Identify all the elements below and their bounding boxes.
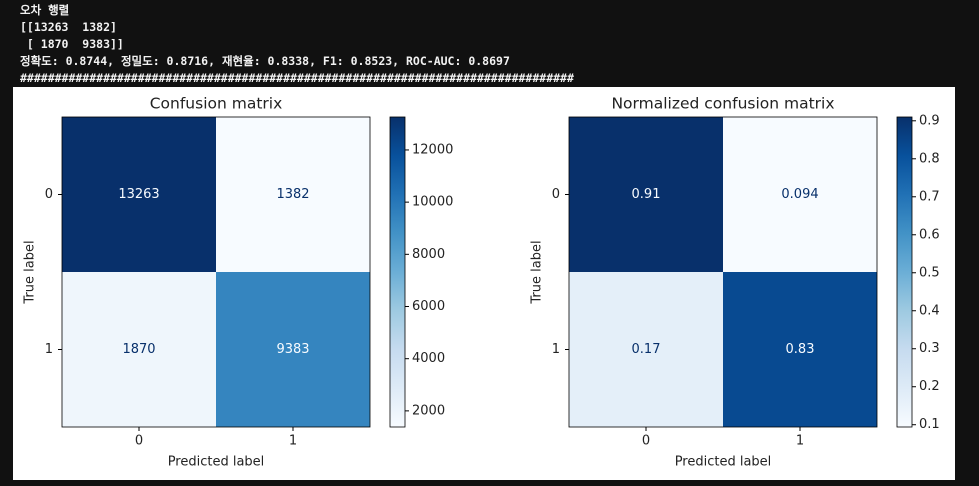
colorbar-tick-label: 0.9 xyxy=(919,113,940,128)
colorbar-tick-label: 0.8 xyxy=(919,151,940,166)
colorbar-tick-label: 8000 xyxy=(412,247,445,262)
colorbar-tick-label: 0.2 xyxy=(919,379,940,394)
x-tick-label: 0 xyxy=(642,434,650,449)
x-tick-label: 0 xyxy=(135,434,143,449)
cell-label: 1870 xyxy=(122,342,155,357)
chart-title: Normalized confusion matrix xyxy=(611,95,834,113)
cell-label: 9383 xyxy=(276,342,309,357)
colorbar-tick-label: 0.3 xyxy=(919,341,940,356)
cell-label: 0.17 xyxy=(632,342,661,357)
colorbar-tick-label: 0.1 xyxy=(919,417,940,432)
axes-frame xyxy=(568,116,878,428)
console-output: 오차 행렬 [[13263 1382] [ 1870 9383]] 정확도: 0.8… xyxy=(20,2,574,87)
heatmap-cell xyxy=(62,272,216,427)
cell-label: 13263 xyxy=(118,187,159,202)
colorbar-tick-label: 10000 xyxy=(412,195,453,210)
colorbar-tick-label: 0.5 xyxy=(919,265,940,280)
y-tick-label: 0 xyxy=(552,187,560,202)
y-tick-label: 1 xyxy=(45,342,53,357)
colorbar-tick-label: 6000 xyxy=(412,299,445,314)
x-axis-label: Predicted label xyxy=(675,455,772,470)
colorbar-tick-label: 0.6 xyxy=(919,227,940,242)
colorbar-tick-label: 4000 xyxy=(412,351,445,366)
cell-label: 0.094 xyxy=(781,187,818,202)
y-tick-label: 0 xyxy=(45,187,53,202)
colorbar-tick-label: 2000 xyxy=(412,403,445,418)
y-axis-label: True label xyxy=(530,240,545,304)
cell-label: 1382 xyxy=(276,187,309,202)
colorbar-tick-label: 12000 xyxy=(412,142,453,157)
heatmap-cell xyxy=(569,117,723,272)
figure: Confusion matrix 13263 1382 1870 9383 0 1 0 1 Pre… xyxy=(13,87,955,480)
heatmap-cell xyxy=(569,272,723,427)
cell-label: 0.91 xyxy=(632,187,661,202)
heatmap-cell xyxy=(216,117,370,272)
colorbar xyxy=(896,116,913,428)
chart-title: Confusion matrix xyxy=(150,95,283,113)
console-line: ########################################… xyxy=(20,71,574,85)
y-tick-label: 1 xyxy=(552,342,560,357)
heatmap-cell xyxy=(62,117,216,272)
console-line: [[13263 1382] xyxy=(20,20,117,34)
x-axis-label: Predicted label xyxy=(168,455,265,470)
colorbar xyxy=(389,116,406,428)
cell-label: 0.83 xyxy=(786,342,815,357)
heatmap-cell xyxy=(723,117,877,272)
colorbar-tick-label: 0.4 xyxy=(919,303,940,318)
heatmap-cell xyxy=(216,272,370,427)
x-tick-label: 1 xyxy=(796,434,804,449)
console-line: [ 1870 9383]] xyxy=(20,37,124,51)
x-tick-label: 1 xyxy=(289,434,297,449)
console-line: 정확도: 0.8744, 정밀도: 0.8716, 재현율: 0.8338, F… xyxy=(20,54,510,68)
heatmap-cell xyxy=(723,272,877,427)
console-line: 오차 행렬 xyxy=(20,3,70,17)
axes-frame xyxy=(61,116,371,428)
y-axis-label: True label xyxy=(23,240,38,304)
colorbar-tick-label: 0.7 xyxy=(919,189,940,204)
